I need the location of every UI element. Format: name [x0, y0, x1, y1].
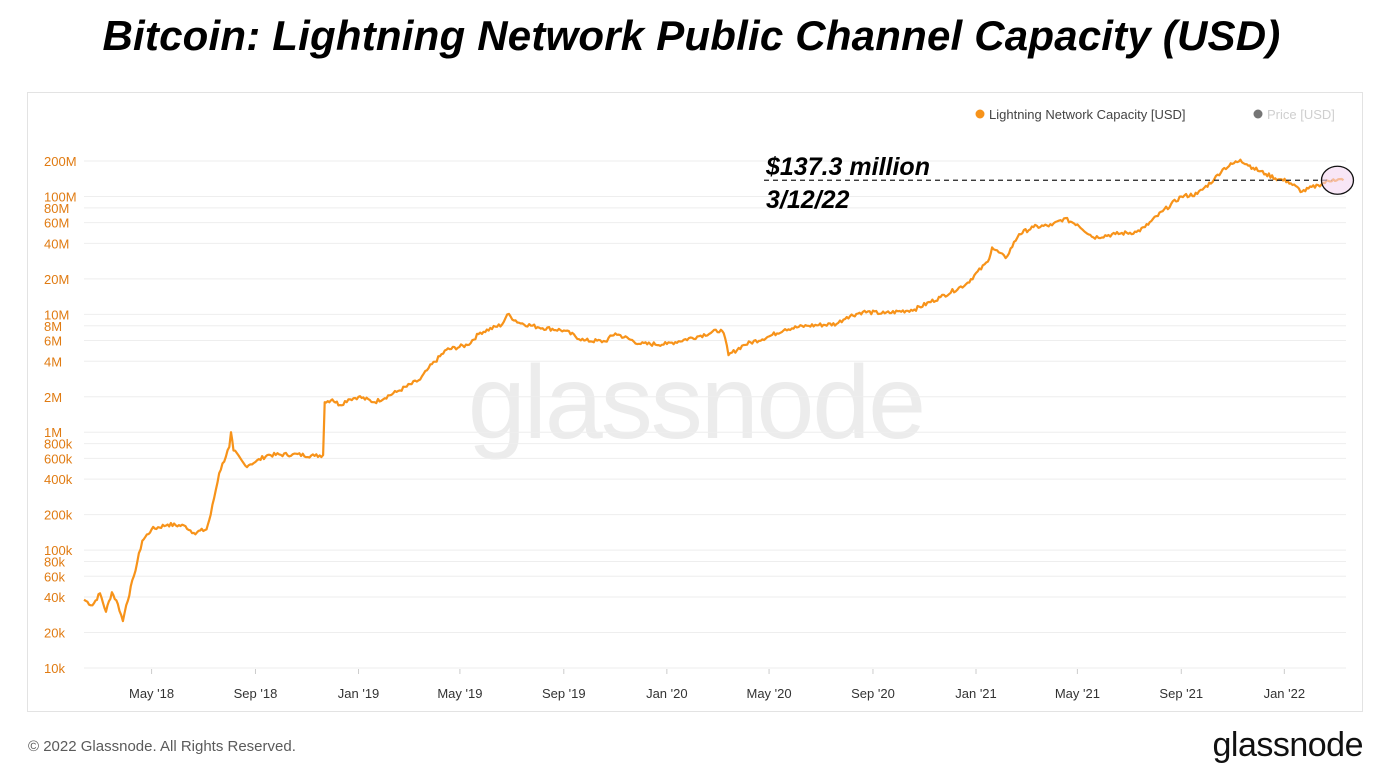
x-tick-label: Jan '22: [1264, 686, 1306, 701]
price-legend-dot: [1253, 109, 1263, 119]
y-tick-label: 100k: [44, 543, 73, 558]
chart-panel: glassnode 200M 100M 80M 60M 40M 20M 10M 8M 6M 4M 2…: [27, 92, 1363, 712]
y-tick-label: 8M: [44, 319, 62, 334]
y-tick-label: 40M: [44, 236, 69, 251]
y-tick-label: 800k: [44, 437, 73, 452]
y-tick-label: 4M: [44, 354, 62, 369]
legend-item-price[interactable]: Price [USD]: [1253, 107, 1335, 122]
legend-item-capacity[interactable]: Lightning Network Capacity [USD]: [975, 107, 1186, 122]
page-title: Bitcoin: Lightning Network Public Channe…: [102, 12, 1281, 59]
glassnode-watermark: glassnode: [468, 345, 924, 461]
y-tick-label: 100M: [44, 189, 77, 204]
x-tick-label: May '19: [437, 686, 482, 701]
y-tick-label: 60M: [44, 216, 69, 231]
y-tick-label: 200k: [44, 508, 73, 523]
x-tick-label: Sep '21: [1159, 686, 1203, 701]
y-tick-label: 200M: [44, 154, 77, 169]
x-tick-label: Sep '19: [542, 686, 586, 701]
price-legend-label: Price [USD]: [1267, 107, 1335, 122]
y-tick-label: 1M: [44, 425, 62, 440]
y-tick-label: 20M: [44, 272, 69, 287]
line-chart: glassnode 200M100M80M60M40M20M10M8M6M4M2…: [44, 107, 1355, 701]
y-tick-label: 6M: [44, 334, 62, 349]
y-tick-label: 600k: [44, 451, 73, 466]
x-tick-label: May '21: [1055, 686, 1100, 701]
capacity-series-line: [83, 158, 1345, 623]
y-gridlines: [84, 160, 1346, 669]
glassnode-logo[interactable]: glassnode: [1212, 726, 1363, 764]
x-tick-label: Sep '20: [851, 686, 895, 701]
y-tick-label: 80k: [44, 555, 65, 570]
copyright-text: © 2022 Glassnode. All Rights Reserved.: [28, 738, 296, 755]
legend: Lightning Network Capacity [USD] Price […: [975, 107, 1335, 122]
y-tick-label: 400k: [44, 472, 73, 487]
x-axis: May '18 Sep '18 Jan '19 May '19 Sep '19 Jan '…: [129, 669, 1305, 701]
x-tick-label: Jan '19: [338, 686, 380, 701]
annotation-date-label: 3/12/22: [766, 186, 850, 214]
x-tick-label: Jan '21: [955, 686, 997, 701]
y-tick-label: 40k: [44, 590, 65, 605]
y-tick-label: 2M: [44, 390, 62, 405]
x-tick-label: May '20: [746, 686, 791, 701]
y-tick-label: 60k: [44, 569, 65, 584]
capacity-legend-label: Lightning Network Capacity [USD]: [989, 107, 1186, 122]
y-tick-label: 80M: [44, 201, 69, 216]
x-tick-label: Sep '18: [234, 686, 278, 701]
y-tick-label: 20k: [44, 626, 65, 641]
latest-value-highlight: [1320, 165, 1355, 195]
capacity-legend-dot: [975, 109, 985, 119]
y-tick-label: 10k: [44, 661, 65, 676]
x-tick-label: May '18: [129, 686, 174, 701]
y-tick-label: 10M: [44, 307, 69, 322]
annotation-value-label: $137.3 million: [765, 153, 930, 181]
x-tick-label: Jan '20: [646, 686, 688, 701]
